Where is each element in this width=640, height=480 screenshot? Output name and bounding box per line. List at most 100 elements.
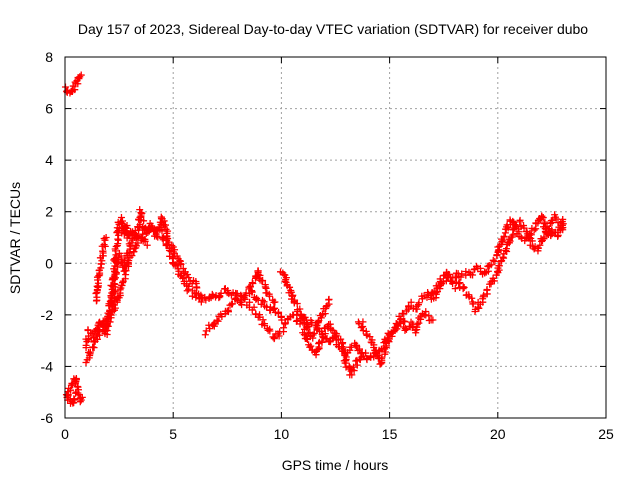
data-series-2 (63, 375, 82, 401)
data-point (160, 217, 168, 225)
data-point (118, 279, 126, 287)
data-point (288, 292, 296, 300)
data-point (74, 383, 82, 391)
data-point (92, 332, 100, 340)
data-point (136, 206, 144, 214)
data-point (112, 269, 120, 277)
data-point (329, 326, 337, 334)
data-point (455, 280, 463, 288)
data-point (536, 241, 544, 249)
data-point (511, 221, 519, 229)
data-point (471, 308, 479, 316)
data-point (197, 298, 205, 306)
grid (65, 57, 606, 418)
data-series-11 (354, 308, 437, 368)
data-series-9 (276, 268, 333, 342)
data-point (292, 317, 300, 325)
data-point (495, 262, 503, 270)
data-point (368, 339, 376, 347)
data-point (287, 288, 295, 296)
data-point (74, 80, 82, 88)
data-point (350, 363, 358, 371)
data-point (443, 268, 451, 276)
data-point (422, 311, 430, 319)
data-series-8 (245, 267, 279, 306)
data-point (451, 285, 459, 293)
data-point (401, 326, 409, 334)
data-point (516, 218, 524, 226)
data-point (72, 378, 80, 386)
data-point (487, 261, 495, 269)
data-series-10 (299, 320, 368, 379)
data-point (281, 320, 289, 328)
data-point (185, 274, 193, 282)
y-tick-label: -4 (41, 358, 54, 374)
data-series-5 (92, 234, 110, 305)
data-point (401, 317, 409, 325)
data-point (309, 331, 317, 339)
data-point (552, 215, 560, 223)
data-point (179, 274, 187, 282)
data-point (202, 296, 210, 304)
y-tick-label: 2 (45, 204, 53, 220)
data-point (270, 334, 278, 342)
data-point (77, 71, 85, 79)
data-point (405, 302, 413, 310)
x-tick-label: 15 (382, 426, 398, 442)
data-point (118, 219, 126, 227)
data-point (548, 216, 556, 224)
data-point (196, 295, 204, 303)
data-point (540, 220, 548, 228)
data-point (248, 288, 256, 296)
data-point (540, 233, 548, 241)
data-point (528, 237, 536, 245)
data-point (250, 303, 258, 311)
y-tick-label: 8 (45, 49, 53, 65)
data-point (275, 308, 283, 316)
data-point (469, 271, 477, 279)
plot-frame (64, 56, 607, 419)
data-point (502, 245, 510, 253)
data-point (307, 342, 315, 350)
data-point (372, 350, 380, 358)
data-point (195, 294, 203, 302)
data-point (258, 277, 266, 285)
data-point (259, 316, 267, 324)
plot-points (61, 71, 567, 407)
data-point (407, 298, 415, 306)
y-axis-ticks: -6 -4 -2 0 2 4 6 8 (41, 49, 606, 426)
data-point (82, 341, 90, 349)
data-point (487, 278, 495, 286)
x-axis-label: GPS time / hours (282, 457, 389, 473)
data-point (483, 286, 491, 294)
data-point (341, 359, 349, 367)
data-point (462, 267, 470, 275)
data-point (223, 307, 231, 315)
data-point (140, 217, 148, 225)
data-point (116, 286, 124, 294)
data-series-4 (82, 223, 205, 366)
data-point (214, 317, 222, 325)
data-point (491, 257, 499, 265)
data-point (166, 244, 174, 252)
data-point (413, 320, 421, 328)
data-point (213, 316, 221, 324)
data-series-6 (107, 234, 151, 316)
data-point (469, 300, 477, 308)
data-point (338, 345, 346, 353)
data-point (224, 306, 232, 314)
data-point (556, 225, 564, 233)
data-point (271, 298, 279, 306)
data-point (297, 310, 305, 318)
data-point (449, 280, 457, 288)
data-point (266, 292, 274, 300)
x-tick-label: 5 (169, 426, 177, 442)
data-point (325, 321, 333, 329)
y-tick-label: 6 (45, 101, 53, 117)
data-point (193, 290, 201, 298)
data-point (185, 285, 193, 293)
data-point (384, 334, 392, 342)
data-point (444, 273, 452, 281)
data-point (481, 269, 489, 277)
data-point (102, 234, 110, 241)
